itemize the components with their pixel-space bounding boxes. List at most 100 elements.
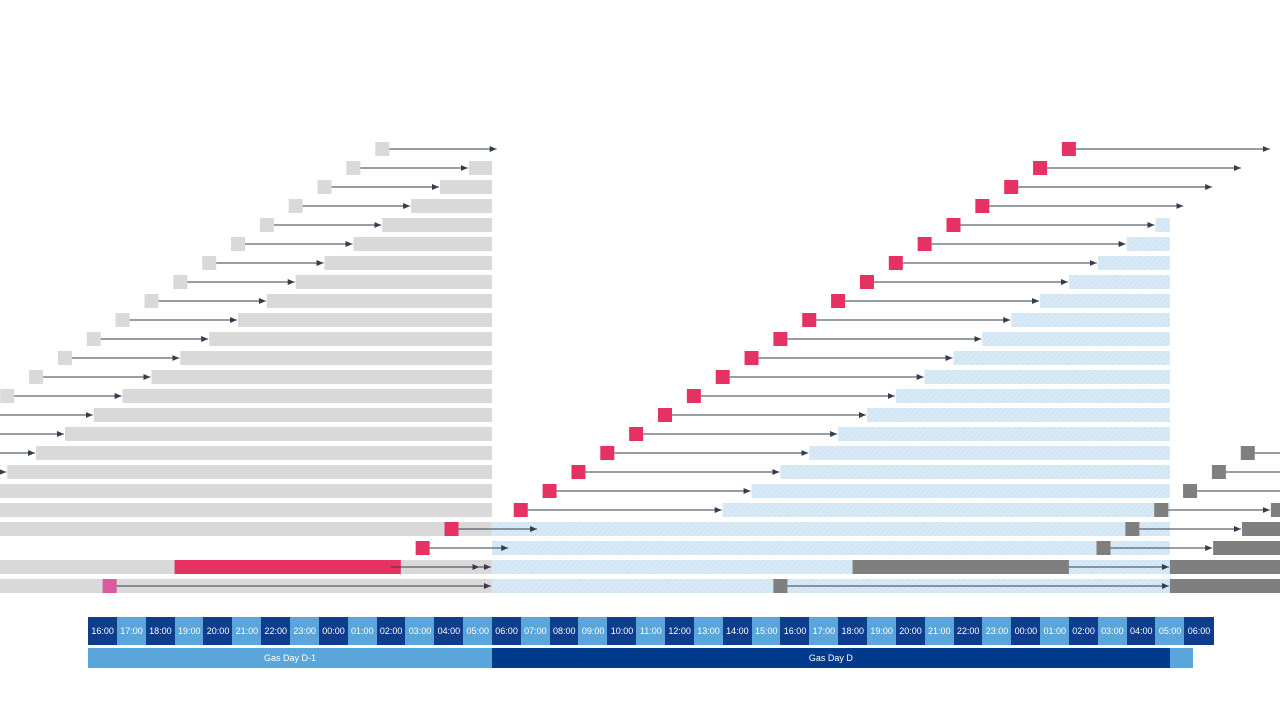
d-marker bbox=[715, 370, 730, 384]
d-bar bbox=[491, 541, 1170, 555]
hour-label: 03:00 bbox=[405, 617, 435, 645]
d-bar bbox=[982, 332, 1170, 346]
d1-marker bbox=[202, 256, 217, 270]
hour-label: 07:00 bbox=[520, 617, 551, 645]
d1-marker bbox=[375, 142, 390, 156]
d1-bar bbox=[439, 180, 492, 194]
d1-marker bbox=[346, 161, 361, 175]
d1-bar bbox=[122, 389, 492, 403]
d1-marker bbox=[29, 370, 44, 384]
d-bar bbox=[1126, 237, 1170, 251]
d-marker bbox=[859, 275, 874, 289]
hour-label: 22:00 bbox=[261, 617, 291, 645]
hour-label: 05:00 bbox=[1155, 617, 1185, 645]
hour-label: 17:00 bbox=[809, 617, 839, 645]
hour-label: 16:00 bbox=[780, 617, 810, 645]
hour-label: 18:00 bbox=[838, 617, 868, 645]
hour-label: 01:00 bbox=[1040, 617, 1070, 645]
next-day-marker bbox=[1125, 522, 1140, 536]
d1-marker bbox=[231, 237, 246, 251]
next-day-bar bbox=[1169, 560, 1280, 574]
d1-first-nomination-marker bbox=[102, 579, 117, 593]
d-marker bbox=[1033, 161, 1048, 175]
d-bar bbox=[780, 465, 1170, 479]
next-day-marker bbox=[1183, 484, 1198, 498]
d1-bar bbox=[295, 275, 492, 289]
d1-bar bbox=[0, 503, 492, 517]
d1-bar bbox=[180, 351, 492, 365]
d1-marker bbox=[144, 294, 159, 308]
hour-label: 11:00 bbox=[636, 617, 666, 645]
d-bar bbox=[1155, 218, 1170, 232]
d-bar bbox=[1068, 275, 1170, 289]
d-bar bbox=[866, 408, 1170, 422]
d-marker bbox=[831, 294, 846, 308]
d1-marker bbox=[288, 199, 303, 213]
d1-bar bbox=[266, 294, 492, 308]
hour-label: 18:00 bbox=[145, 617, 176, 645]
hour-label: 09:00 bbox=[578, 617, 608, 645]
d-bar bbox=[838, 427, 1170, 441]
hour-label: 19:00 bbox=[174, 617, 204, 645]
d1-bar bbox=[468, 161, 492, 175]
next-day-first-marker bbox=[773, 579, 788, 593]
d1-bar bbox=[238, 313, 492, 327]
d1-bar bbox=[209, 332, 492, 346]
d-bar bbox=[809, 446, 1170, 460]
d-marker bbox=[744, 351, 759, 365]
hour-label: 02:00 bbox=[376, 617, 406, 645]
d-marker bbox=[975, 199, 990, 213]
hour-label: 23:00 bbox=[982, 617, 1012, 645]
d-marker bbox=[917, 237, 932, 251]
hour-label: 16:00 bbox=[88, 617, 118, 645]
next-day-bar bbox=[1169, 579, 1280, 593]
hour-label: 06:00 bbox=[491, 617, 522, 645]
d1-bar bbox=[36, 446, 492, 460]
d1-bar bbox=[353, 237, 492, 251]
d-bar bbox=[1097, 256, 1170, 270]
hour-label: 13:00 bbox=[693, 617, 724, 645]
d-marker bbox=[542, 484, 557, 498]
hour-label: 00:00 bbox=[318, 617, 349, 645]
next-day-marker bbox=[1211, 465, 1226, 479]
d-bar bbox=[491, 522, 1170, 536]
gas-day-band: Gas Day D-1 bbox=[88, 648, 492, 668]
next-day-bar bbox=[1270, 503, 1280, 517]
hour-label: 12:00 bbox=[665, 617, 695, 645]
d-marker bbox=[802, 313, 817, 327]
hour-label: 01:00 bbox=[347, 617, 377, 645]
d-marker bbox=[773, 332, 788, 346]
d-marker bbox=[513, 503, 528, 517]
next-day-marker bbox=[1240, 446, 1255, 460]
d-marker bbox=[888, 256, 903, 270]
hour-label: 15:00 bbox=[751, 617, 781, 645]
hour-label: 05:00 bbox=[463, 617, 493, 645]
hour-label: 21:00 bbox=[924, 617, 954, 645]
next-day-bar bbox=[1213, 541, 1280, 555]
d-marker bbox=[658, 408, 672, 422]
d-bar bbox=[751, 484, 1170, 498]
next-day-marker bbox=[1154, 503, 1169, 517]
d1-day-ahead-block bbox=[174, 560, 391, 574]
d1-bar bbox=[0, 484, 492, 498]
d1-marker bbox=[86, 332, 101, 346]
d1-marker bbox=[259, 218, 274, 232]
hour-label: 03:00 bbox=[1097, 617, 1128, 645]
d-marker bbox=[1061, 142, 1076, 156]
d-bar bbox=[1011, 313, 1170, 327]
hour-label: 17:00 bbox=[116, 617, 147, 645]
d-marker bbox=[600, 446, 615, 460]
d-marker bbox=[444, 522, 459, 536]
next-day-marker bbox=[1096, 541, 1111, 555]
hour-label: 10:00 bbox=[607, 617, 637, 645]
d-bar bbox=[1040, 294, 1170, 308]
d-bar bbox=[924, 370, 1170, 384]
d-marker bbox=[1004, 180, 1019, 194]
d1-marker bbox=[115, 313, 130, 327]
next-day-bar bbox=[1242, 522, 1280, 536]
d1-bar bbox=[324, 256, 492, 270]
hour-label: 00:00 bbox=[1011, 617, 1041, 645]
gas-day-band bbox=[1169, 648, 1193, 668]
d1-bar bbox=[93, 408, 492, 422]
